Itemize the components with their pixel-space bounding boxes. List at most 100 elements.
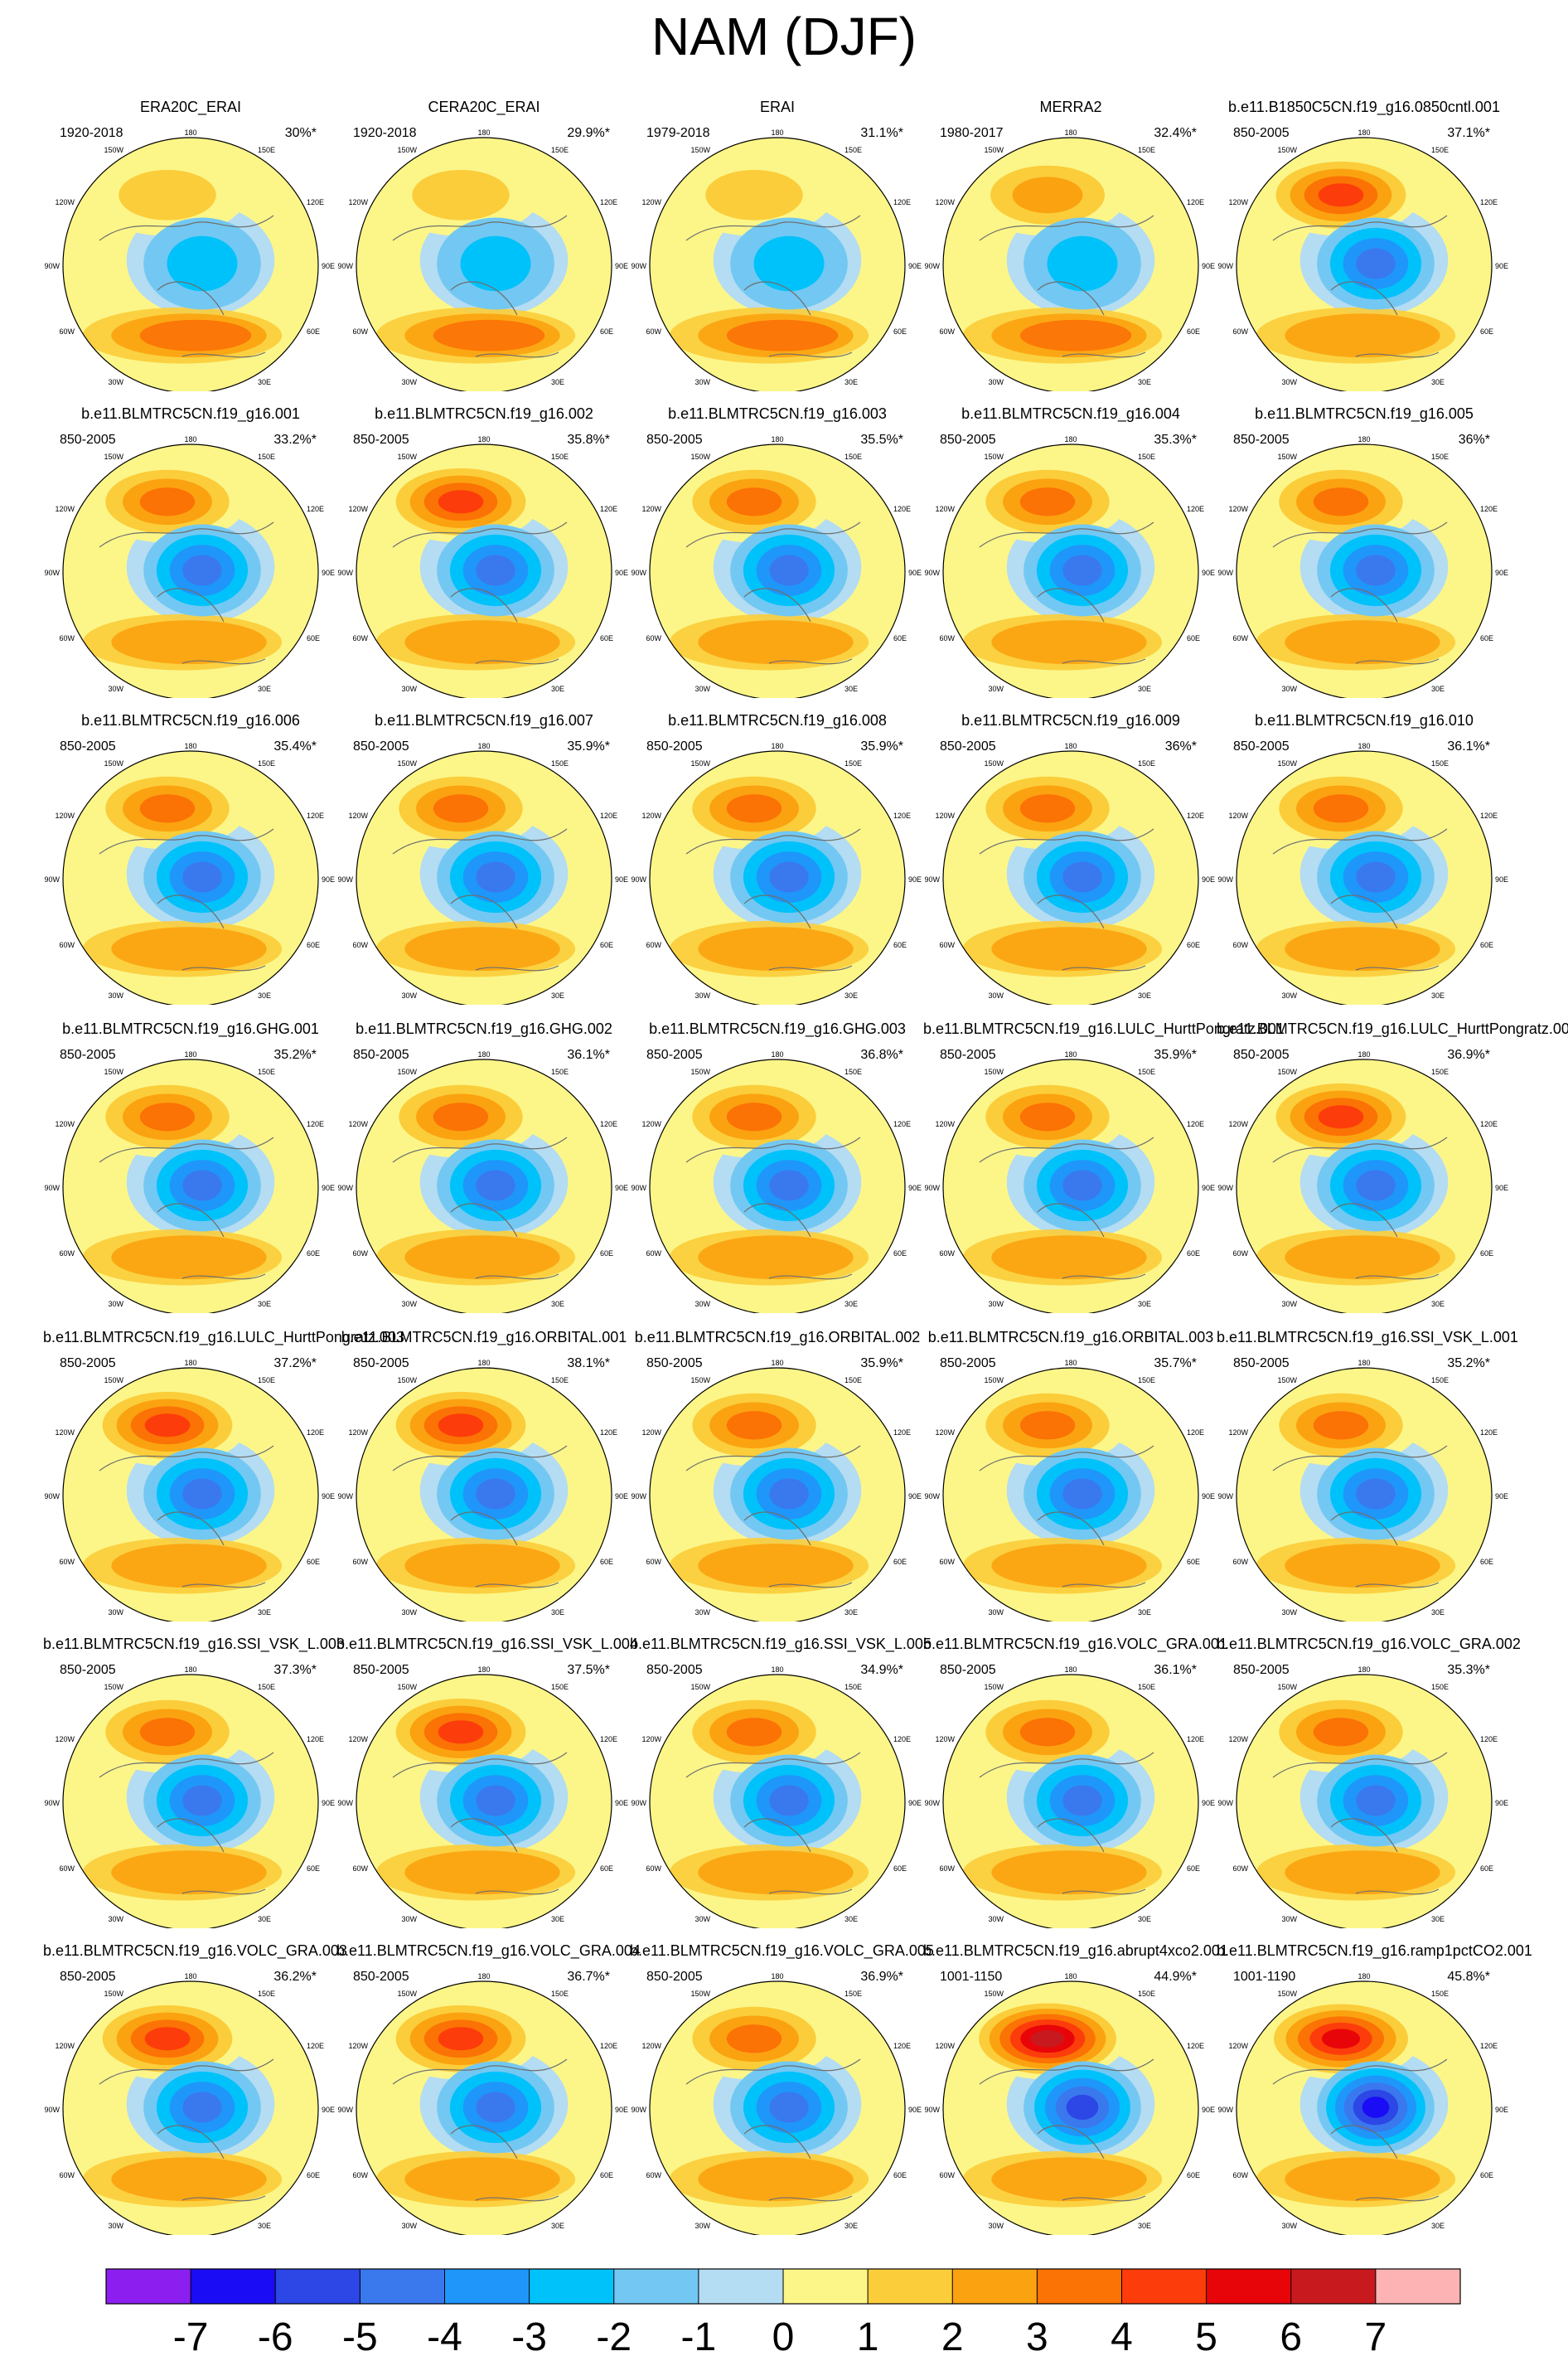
grid-label: 120E: [600, 505, 617, 513]
coastline: [392, 1752, 568, 1895]
panel-period: 1980-2017: [940, 126, 1004, 140]
pacific-positive-contour: [438, 1413, 484, 1437]
grid-label: 60W: [646, 941, 662, 949]
polar-map: 180150W150E120W120E90W90E60W60E30W30E0: [337, 1359, 628, 1622]
grid-label: 180: [1064, 435, 1077, 444]
grid-label: 120E: [1480, 1428, 1498, 1437]
grid-label: 60W: [646, 1864, 662, 1873]
panel-period: 1920-2018: [353, 126, 417, 140]
grid-label: 180: [1064, 128, 1077, 137]
grid-label: 180: [477, 128, 490, 137]
grid-label: 30W: [401, 2222, 417, 2230]
grid-label: 150W: [104, 453, 123, 461]
grid-label: 180: [1064, 1050, 1077, 1059]
map-border: [1236, 1059, 1493, 1313]
grid-label: 180: [771, 1050, 783, 1059]
grid-label: 60W: [60, 1558, 75, 1566]
colorbar-tick-label: -7: [173, 2315, 209, 2356]
coastline: [979, 521, 1154, 665]
polar-map: 180150W150E120W120E90W90E60W60E30W30E0: [1217, 1050, 1508, 1313]
grid-label: 90E: [1202, 569, 1215, 577]
arctic-negative-contour: [1356, 1170, 1396, 1201]
grid-label: 150E: [551, 1990, 569, 1998]
map-panel: 180150W150E120W120E90W90E60W60E30W30E0b.…: [923, 1020, 1285, 1313]
grid-label: 180: [1064, 742, 1077, 750]
grid-label: 30W: [401, 1915, 417, 1923]
grid-label: 120W: [642, 505, 662, 513]
grid-label: 60W: [940, 327, 956, 336]
panel-title: b.e11.BLMTRC5CN.f19_g16.007: [375, 712, 593, 729]
grid-label: 90W: [337, 2106, 353, 2114]
grid-label: 30E: [258, 1300, 271, 1308]
pacific-positive-contour: [433, 1103, 489, 1132]
grid-label: 150W: [690, 1376, 710, 1384]
map-border: [649, 444, 906, 698]
panel-variance: 30%*: [284, 126, 317, 140]
grid-label: 180: [1064, 1665, 1077, 1674]
grid-label: 150E: [551, 1068, 569, 1076]
grid-label: 150E: [551, 1376, 569, 1384]
atlantic-positive-contour: [991, 1235, 1147, 1280]
panel-title: b.e11.BLMTRC5CN.f19_g16.SSI_VSK_L.004: [336, 1636, 638, 1652]
colorbar-swatch: [613, 2269, 699, 2304]
polar-map: 180150W150E120W120E90W90E60W60E30W30E0: [924, 1972, 1215, 2235]
grid-label: 90E: [908, 2106, 922, 2114]
grid-label: 120E: [893, 1428, 911, 1437]
grid-label: 150W: [1277, 453, 1297, 461]
grid-label: 120E: [307, 812, 324, 820]
grid-label: 150E: [258, 1990, 275, 1998]
polar-map: 180150W150E120W120E90W90E60W60E30W30E0: [924, 742, 1215, 1005]
grid-label: 150E: [1431, 1990, 1449, 1998]
colorbar-swatch: [1037, 2269, 1122, 2304]
pacific-positive-contour: [726, 487, 782, 516]
panel-period: 850-2005: [1233, 1663, 1290, 1677]
grid-label: 120W: [642, 198, 662, 206]
grid-label: 180: [1357, 1359, 1370, 1367]
panel-period: 850-2005: [1233, 739, 1290, 754]
grid-label: 90W: [337, 569, 353, 577]
colorbar-swatch: [1206, 2269, 1292, 2304]
panel-title: b.e11.BLMTRC5CN.f19_g16.ramp1pctCO2.001: [1217, 1942, 1532, 1959]
panel-title: b.e11.B1850C5CN.f19_g16.0850cntl.001: [1228, 99, 1500, 115]
grid-label: 30E: [1431, 1915, 1445, 1923]
arctic-negative-contour: [1062, 1785, 1102, 1816]
grid-label: 90E: [322, 1184, 335, 1192]
grid-label: 60E: [1187, 1249, 1200, 1258]
atlantic-positive-contour: [698, 1235, 854, 1280]
coastline: [392, 1445, 568, 1588]
arctic-negative-contour: [460, 235, 531, 292]
grid-label: 180: [1064, 1972, 1077, 1980]
atlantic-positive-contour: [991, 1850, 1147, 1895]
panel-period: 850-2005: [1233, 126, 1290, 140]
pacific-positive-contour: [139, 1103, 196, 1132]
panel-period: 850-2005: [1233, 1048, 1290, 1062]
arctic-negative-contour: [1066, 2094, 1099, 2121]
panel-period: 850-2005: [940, 1356, 996, 1370]
grid-label: 150W: [397, 759, 417, 768]
grid-label: 30E: [844, 2222, 858, 2230]
arctic-negative-contour: [769, 1170, 809, 1201]
grid-label: 150W: [104, 146, 123, 154]
map-panel: 180150W150E120W120E90W90E60W60E30W30E0b.…: [336, 1942, 641, 2235]
grid-label: 60W: [1233, 1864, 1249, 1873]
grid-label: 120E: [307, 1735, 324, 1743]
panel-variance: 44.9%*: [1154, 1970, 1197, 1984]
grid-label: 120E: [1480, 198, 1498, 206]
atlantic-positive-contour: [698, 927, 854, 972]
panel-period: 850-2005: [353, 1356, 409, 1370]
grid-label: 60W: [1233, 1249, 1249, 1258]
pacific-positive-contour: [1318, 183, 1364, 207]
grid-label: 90E: [908, 262, 922, 270]
page-title: NAM (DJF): [651, 7, 917, 66]
grid-label: 30W: [108, 1608, 123, 1617]
arctic-negative-contour: [1356, 555, 1396, 586]
grid-label: 150W: [984, 1683, 1004, 1691]
colorbar-tick-label: 6: [1280, 2315, 1302, 2356]
map-border: [942, 750, 1199, 1005]
grid-label: 60E: [893, 1864, 907, 1873]
arctic-negative-contour: [476, 1170, 515, 1201]
grid-label: 60W: [940, 941, 956, 949]
grid-label: 120W: [1229, 812, 1249, 820]
polar-map: 180150W150E120W120E90W90E60W60E30W30E0: [631, 1665, 922, 1928]
polar-map: 180150W150E120W120E90W90E60W60E30W30E0: [44, 1972, 335, 2235]
